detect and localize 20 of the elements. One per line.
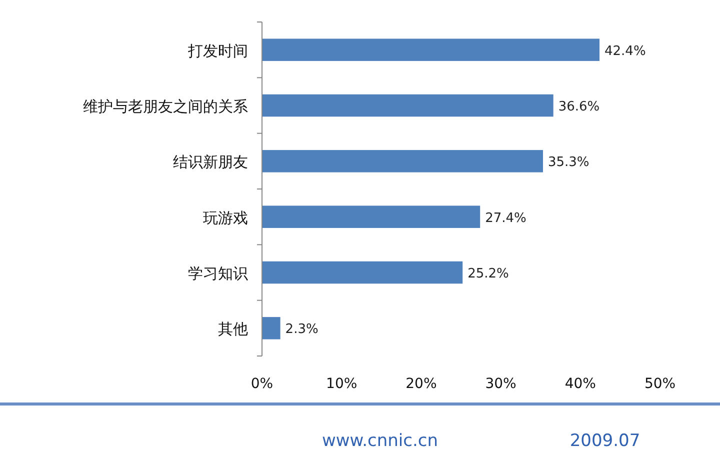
data-label: 42.4%	[604, 44, 646, 59]
x-tick-label: 30%	[485, 376, 516, 392]
x-tick-label: 50%	[644, 376, 676, 392]
y-tick-label: 结识新朋友	[173, 153, 248, 172]
y-tick-label: 学习知识	[188, 264, 248, 282]
y-tick-label: 打发时间	[187, 42, 248, 60]
x-tick-label: 10%	[326, 376, 358, 392]
y-tick-label: 其他	[218, 320, 248, 338]
x-tick-label: 20%	[406, 376, 437, 392]
data-label: 35.3%	[548, 155, 590, 170]
text: www.cnnic.cn	[322, 431, 438, 451]
data-label: 2.3%	[285, 322, 318, 338]
y-tick-label: 玩游戏	[203, 208, 248, 227]
x-tick-label: 40%	[564, 376, 596, 392]
data-label: 27.4%	[485, 210, 526, 226]
text: 2009.07	[570, 431, 640, 451]
x-tick-label: 0%	[250, 376, 274, 392]
data-label: 25.2%	[468, 266, 509, 282]
data-label: 36.6%	[558, 100, 600, 114]
y-tick-label: 维护与老朋友之间的关系	[83, 98, 248, 116]
